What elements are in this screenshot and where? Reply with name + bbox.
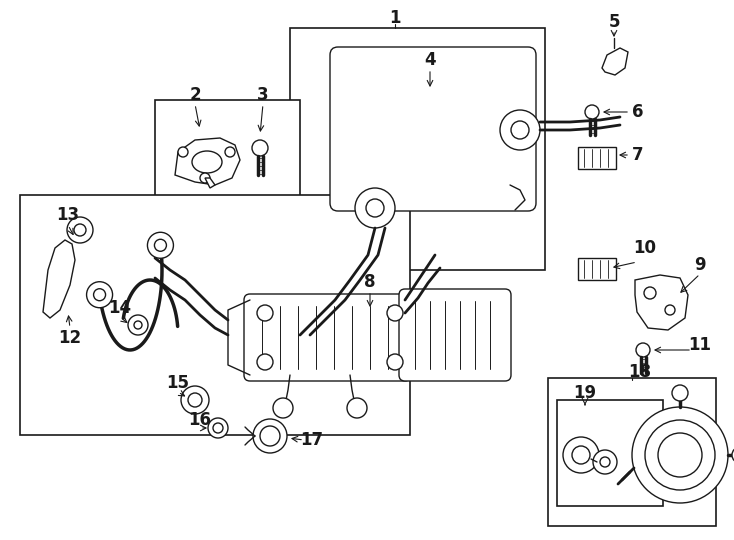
Circle shape	[366, 199, 384, 217]
Text: 7: 7	[632, 146, 644, 164]
Bar	[557, 400, 663, 506]
Circle shape	[387, 354, 403, 370]
Circle shape	[67, 217, 93, 243]
Bar	[155, 100, 300, 208]
Circle shape	[188, 393, 202, 407]
Text: 3: 3	[257, 86, 269, 104]
Circle shape	[134, 321, 142, 329]
Text: 15: 15	[167, 374, 189, 392]
Text: 13: 13	[57, 206, 79, 224]
Circle shape	[257, 305, 273, 321]
Circle shape	[563, 437, 599, 473]
Text: 11: 11	[688, 336, 711, 354]
Circle shape	[672, 385, 688, 401]
Text: 6: 6	[632, 103, 644, 121]
Circle shape	[593, 450, 617, 474]
Bar	[578, 258, 616, 280]
Polygon shape	[602, 48, 628, 75]
Circle shape	[600, 457, 610, 467]
Circle shape	[260, 426, 280, 446]
Circle shape	[225, 147, 235, 157]
Circle shape	[585, 105, 599, 119]
Text: 14: 14	[109, 299, 131, 317]
Polygon shape	[43, 240, 75, 318]
Text: 1: 1	[389, 9, 401, 27]
Bar	[290, 28, 545, 270]
Bar	[548, 378, 716, 526]
FancyBboxPatch shape	[244, 294, 411, 381]
Text: 5: 5	[608, 13, 619, 31]
Circle shape	[511, 121, 529, 139]
FancyBboxPatch shape	[330, 47, 536, 211]
Circle shape	[74, 224, 86, 236]
Circle shape	[208, 418, 228, 438]
Circle shape	[178, 147, 188, 157]
Circle shape	[257, 354, 273, 370]
Circle shape	[148, 232, 173, 258]
Circle shape	[128, 315, 148, 335]
Text: 10: 10	[633, 239, 656, 257]
Text: 4: 4	[424, 51, 436, 69]
Bar	[20, 195, 410, 435]
Circle shape	[732, 447, 734, 463]
Text: 19: 19	[573, 384, 597, 402]
Circle shape	[636, 343, 650, 357]
Circle shape	[181, 386, 209, 414]
Polygon shape	[175, 138, 240, 185]
Polygon shape	[635, 275, 688, 330]
Circle shape	[93, 289, 106, 301]
Text: 9: 9	[694, 256, 706, 274]
FancyBboxPatch shape	[399, 289, 511, 381]
Circle shape	[658, 433, 702, 477]
Text: 18: 18	[628, 363, 652, 381]
Circle shape	[572, 446, 590, 464]
Circle shape	[387, 305, 403, 321]
Circle shape	[355, 188, 395, 228]
Circle shape	[252, 140, 268, 156]
Text: 2: 2	[189, 86, 201, 104]
Ellipse shape	[192, 151, 222, 173]
Circle shape	[644, 287, 656, 299]
Circle shape	[665, 305, 675, 315]
Circle shape	[87, 282, 112, 308]
Text: 16: 16	[189, 411, 211, 429]
Circle shape	[500, 110, 540, 150]
Bar	[578, 147, 616, 169]
Circle shape	[200, 173, 210, 183]
Polygon shape	[205, 178, 215, 188]
Text: 8: 8	[364, 273, 376, 291]
Circle shape	[645, 420, 715, 490]
Text: 17: 17	[300, 431, 324, 449]
Circle shape	[253, 419, 287, 453]
Circle shape	[273, 398, 293, 418]
Circle shape	[154, 239, 167, 251]
Circle shape	[347, 398, 367, 418]
Text: 12: 12	[59, 329, 81, 347]
Circle shape	[632, 407, 728, 503]
Circle shape	[213, 423, 223, 433]
